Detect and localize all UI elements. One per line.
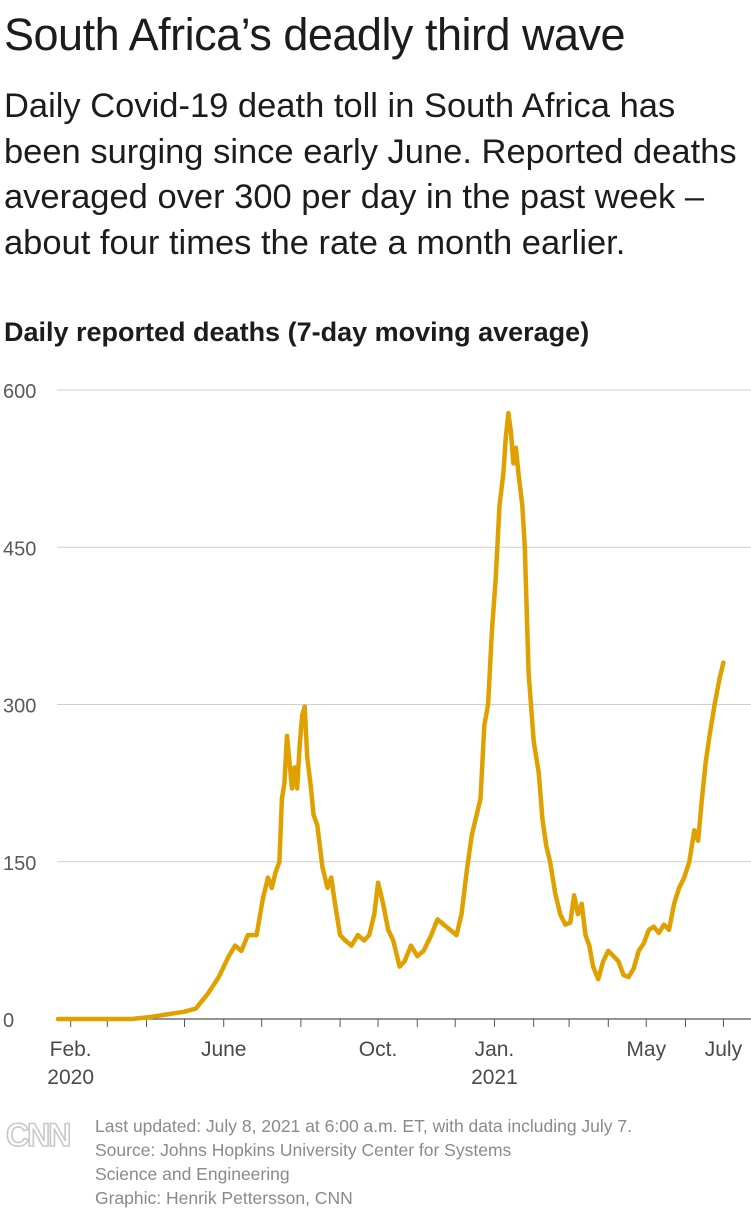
x-axis: Feb. 2020 June Oct. Jan. 2021 May July: [47, 1019, 743, 1089]
chart-title: Daily reported deaths (7-day moving aver…: [4, 317, 590, 347]
y-tick-label: 150: [3, 853, 36, 875]
y-tick-label: 450: [3, 538, 36, 560]
y-tick-label: 300: [3, 696, 36, 718]
page-subtitle: Daily Covid-19 death toll in South Afric…: [4, 87, 737, 262]
x-tick-label: May: [626, 1038, 666, 1061]
series-line-daily-deaths: [55, 410, 726, 1022]
x-tick-label-year: 2020: [47, 1066, 94, 1089]
y-tick-label: 600: [3, 381, 36, 403]
source-line-2: Science and Engineering: [95, 1164, 290, 1184]
line-chart: 0 150 300 450 600 Feb. 2020 June Oct. Jan. 2021 Ma…: [3, 381, 751, 1089]
x-tick-label: Jan.: [475, 1038, 515, 1061]
source-line-1: Source: Johns Hopkins University Center …: [95, 1140, 512, 1160]
last-updated-note: Last updated: July 8, 2021 at 6:00 a.m. …: [95, 1116, 632, 1136]
x-tick-label: July: [705, 1038, 743, 1061]
gridlines: [57, 389, 751, 1020]
svg-text:CNN: CNN: [6, 1117, 69, 1152]
y-tick-label: 0: [3, 1010, 14, 1032]
x-tick-label: Feb.: [50, 1038, 92, 1061]
y-axis-labels: 0 150 300 450 600: [3, 381, 36, 1032]
series-group: [55, 410, 726, 1022]
x-tick-label: Oct.: [359, 1038, 398, 1061]
graphic-credit: Graphic: Henrik Pettersson, CNN: [95, 1188, 353, 1208]
x-tick-label: June: [201, 1038, 247, 1061]
page-title: South Africa’s deadly third wave: [4, 9, 626, 60]
cnn-logo: CNN: [6, 1116, 72, 1152]
x-tick-label-year: 2021: [471, 1066, 518, 1089]
footer: Last updated: July 8, 2021 at 6:00 a.m. …: [95, 1114, 632, 1210]
